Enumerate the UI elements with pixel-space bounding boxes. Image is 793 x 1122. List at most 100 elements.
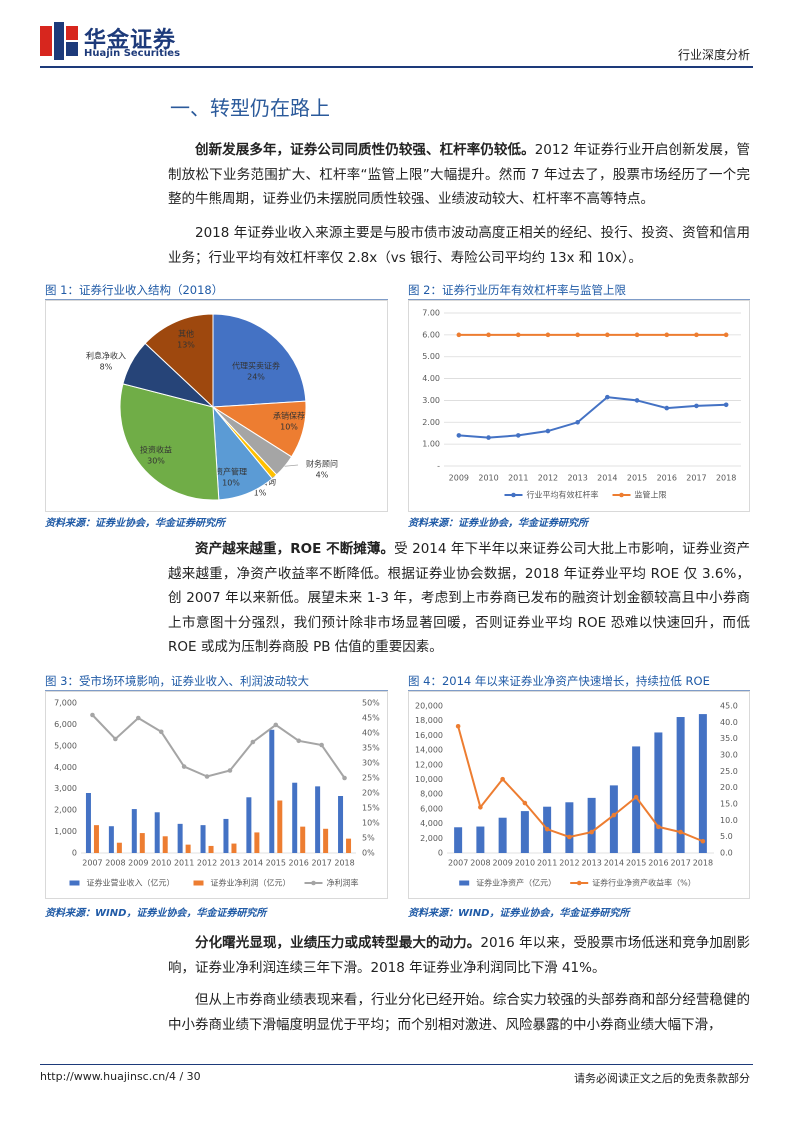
- bar: [587, 797, 596, 853]
- figure-caption: 图 1：证券行业收入结构（2018）: [45, 283, 388, 300]
- y-tick-label: 5,000: [54, 741, 77, 750]
- line-marker: [694, 403, 699, 409]
- bar: [498, 817, 507, 853]
- line-marker: [204, 774, 210, 779]
- legend-label: 证券行业净资产收益率（%）: [592, 878, 696, 888]
- line-marker: [455, 723, 461, 729]
- logo-cn: 华金证券: [84, 28, 177, 53]
- y2-tick-label: 50%: [362, 699, 380, 708]
- x-tick-label: 2012: [559, 859, 579, 868]
- x-tick-label: 2008: [105, 859, 125, 868]
- bar: [632, 746, 641, 853]
- line-marker: [515, 433, 521, 438]
- legend-label: 行业平均有效杠杆率: [527, 490, 599, 500]
- slice-value-label: 13%: [177, 341, 195, 350]
- bar: [85, 793, 91, 853]
- x-tick-label: 2011: [174, 859, 194, 868]
- y2-tick-label: 15%: [362, 804, 380, 813]
- x-tick-label: 2012: [538, 474, 558, 483]
- paragraph-text: 2012 年证券行业开启创新发展，管制放松下业务范围扩大、杠杆率“监管上限”大幅…: [168, 142, 750, 207]
- x-tick-label: 2017: [686, 474, 706, 483]
- y-tick-label: 20,000: [415, 702, 443, 711]
- line-marker: [545, 332, 551, 338]
- line-marker: [319, 742, 324, 748]
- pie-slice: [144, 313, 214, 409]
- paragraph-lead: 资产越来越重，ROE 不断摊薄。: [195, 541, 395, 557]
- y-tick-label: 8,000: [420, 790, 443, 799]
- paragraph-lead: 分化曙光显现，业绩压力或成转型最大的动力。: [195, 935, 481, 951]
- slice-label: 承销保荐: [273, 411, 305, 421]
- x-tick-label: 2013: [567, 474, 587, 483]
- line-marker: [181, 764, 187, 769]
- section-title: 一、转型仍在路上: [170, 96, 330, 120]
- y2-tick-label: 30.0: [720, 751, 738, 760]
- figure-source: 资料来源：证券业协会，华金证券研究所: [408, 518, 588, 529]
- y2-tick-label: 35%: [362, 744, 380, 753]
- y-tick-label: 18,000: [415, 716, 443, 725]
- line-marker: [700, 838, 706, 844]
- y2-tick-label: 20%: [362, 789, 380, 798]
- legend-marker: [511, 492, 516, 498]
- y-tick-label: 16,000: [415, 731, 443, 740]
- x-tick-label: 2009: [128, 859, 148, 868]
- bar: [200, 825, 206, 853]
- bar: [292, 782, 298, 853]
- y-tick-label: 3,000: [54, 784, 77, 793]
- line-marker: [634, 398, 640, 403]
- x-tick-label: 2010: [478, 474, 498, 483]
- bar: [476, 826, 485, 853]
- bar: [208, 845, 214, 853]
- bar: [162, 836, 168, 853]
- line-marker: [135, 715, 141, 721]
- chart: 0 1,000 2,000 3,000 4,000 5,000 6,000 7,000 0% 5%…: [54, 699, 380, 888]
- line-marker: [456, 433, 462, 438]
- chart: 代理买卖证券24%承销保荐10%财务顾问4%投资咨询1%资产管理10%投资收益3…: [86, 313, 338, 501]
- report-type: 行业深度分析: [677, 48, 750, 62]
- x-tick-label: 2017: [670, 859, 690, 868]
- line-marker: [723, 402, 729, 408]
- y2-tick-label: 10.0: [720, 816, 738, 825]
- bar: [300, 826, 306, 853]
- slice-value-label: 24%: [247, 373, 265, 382]
- paragraph: 2018 年证券业收入来源主要是与股市债市波动高度正相关的经纪、投行、投资、资管…: [168, 221, 750, 270]
- line-marker: [486, 435, 491, 440]
- paragraph: 但从上市券商业绩表现来看，行业分化已经开始。综合实力较强的头部券商和部分经营稳健…: [168, 988, 750, 1037]
- x-tick-label: 2013: [220, 859, 240, 868]
- pie-slice: [212, 313, 307, 408]
- slice-label: 资产管理: [215, 467, 247, 477]
- slice-value-label: 1%: [254, 489, 267, 498]
- x-tick-label: 2015: [627, 474, 647, 483]
- x-tick-label: 2011: [537, 859, 557, 868]
- x-tick-label: 2014: [604, 859, 624, 868]
- figure-source: 资料来源：WIND，证券业协会，华金证券研究所: [45, 908, 267, 919]
- paragraph: 分化曙光显现，业绩压力或成转型最大的动力。2016 年以来，受股票市场低迷和竞争…: [168, 931, 750, 980]
- line-marker: [575, 419, 580, 425]
- bar: [108, 826, 114, 853]
- legend-label: 证券业净利润（亿元）: [211, 878, 291, 888]
- paragraph: 资产越来越重，ROE 不断摊薄。受 2014 年下半年以来证券公司大批上市影响，…: [168, 537, 750, 660]
- y-tick-label: 12,000: [415, 760, 443, 769]
- bar: [93, 825, 99, 853]
- y-tick-label: -: [437, 462, 440, 471]
- y-tick-label: 0: [72, 849, 77, 858]
- line-marker: [605, 332, 610, 338]
- line-marker: [522, 800, 528, 806]
- figure-caption: 图 3：受市场环境影响，证券业收入、利润波动较大: [45, 674, 388, 691]
- line-marker: [605, 394, 610, 400]
- slice-label: 财务顾问: [306, 459, 338, 469]
- slice-value-label: 10%: [280, 423, 298, 432]
- footer-url: http://www.huajinsc.cn/4 / 30: [40, 1070, 201, 1083]
- bar: [277, 800, 283, 853]
- slice-label: 代理买卖证券: [232, 361, 280, 371]
- y2-tick-label: 10%: [362, 819, 380, 828]
- y2-tick-label: 5%: [362, 834, 375, 843]
- bar: [676, 717, 685, 853]
- line-marker: [678, 829, 683, 835]
- y2-tick-label: 45.0: [720, 702, 738, 711]
- line-marker: [723, 332, 729, 338]
- bar: [154, 812, 160, 853]
- paragraph-text: 受 2014 年下半年以来证券公司大批上市影响，证券业资产越来越重，净资产收益率…: [168, 541, 750, 655]
- bar: [698, 714, 707, 853]
- x-tick-label: 2018: [716, 474, 736, 483]
